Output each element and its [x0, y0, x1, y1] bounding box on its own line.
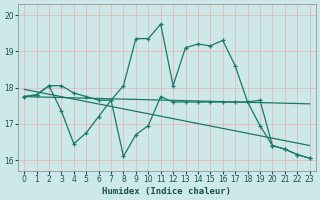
X-axis label: Humidex (Indice chaleur): Humidex (Indice chaleur): [102, 187, 231, 196]
